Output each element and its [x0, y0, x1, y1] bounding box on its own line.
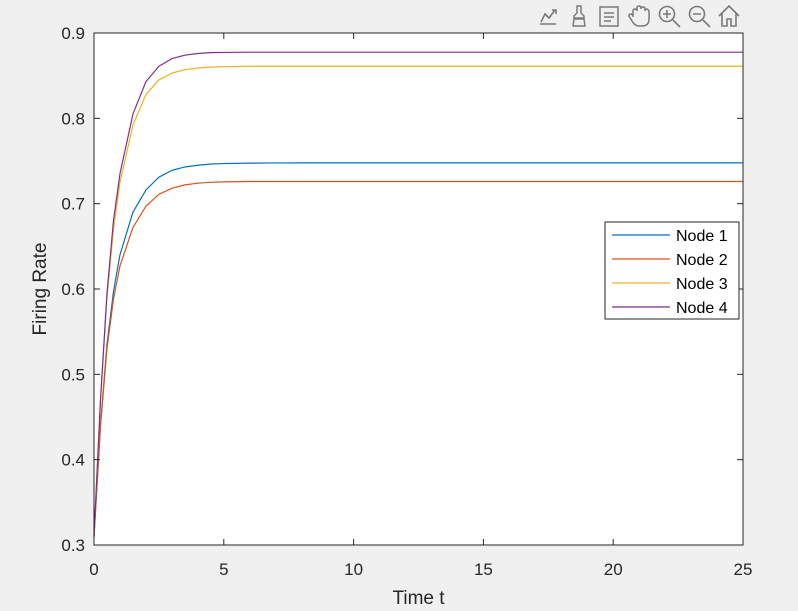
series-line-node-2 — [93, 180, 743, 537]
legend-box — [604, 221, 740, 320]
y-tick-label: 0.5 — [61, 365, 85, 384]
y-tick-label: 0.7 — [61, 195, 85, 214]
x-tick-label: 10 — [344, 560, 363, 579]
x-tick-label: 15 — [474, 560, 493, 579]
home-icon[interactable] — [717, 4, 743, 28]
series-line-node-1 — [93, 162, 743, 537]
export-icon[interactable] — [537, 4, 563, 28]
legend-label-node-2: Node 2 — [676, 252, 728, 269]
axes-box — [93, 32, 744, 546]
zoom-out-icon[interactable] — [687, 4, 713, 28]
x-tick-label: 20 — [604, 560, 623, 579]
legend-label-node-4: Node 4 — [676, 300, 728, 317]
y-tick-label: 0.6 — [61, 280, 85, 299]
legend: Node 1 Node 2 Node 3 Node 4 — [604, 221, 740, 320]
x-tick-label: 5 — [219, 560, 228, 579]
legend-label-node-1: Node 1 — [676, 228, 728, 245]
axes-toolbar — [537, 4, 743, 28]
y-tick-label: 0.8 — [61, 109, 85, 128]
x-axis-label: Time t — [392, 588, 445, 609]
legend-label-node-3: Node 3 — [676, 276, 728, 293]
brush-icon[interactable] — [567, 4, 593, 28]
series-line-node-4 — [93, 51, 743, 537]
y-tick-label: 0.3 — [61, 536, 85, 555]
x-tick-label: 0 — [89, 560, 98, 579]
pan-icon[interactable] — [627, 4, 653, 28]
y-tick-label: 0.9 — [61, 24, 85, 43]
y-axis-label: Firing Rate — [30, 243, 51, 336]
y-tick-label: 0.4 — [61, 451, 85, 470]
series-line-node-3 — [93, 65, 743, 537]
zoom-in-icon[interactable] — [657, 4, 683, 28]
x-tick-label: 25 — [734, 560, 753, 579]
ticks-layer: 0 5 10 15 20 25 0.3 0.4 0.5 0.6 0.7 0.8 0.9 — [61, 24, 752, 579]
datatip-icon[interactable] — [597, 4, 623, 28]
series-layer — [93, 51, 743, 537]
